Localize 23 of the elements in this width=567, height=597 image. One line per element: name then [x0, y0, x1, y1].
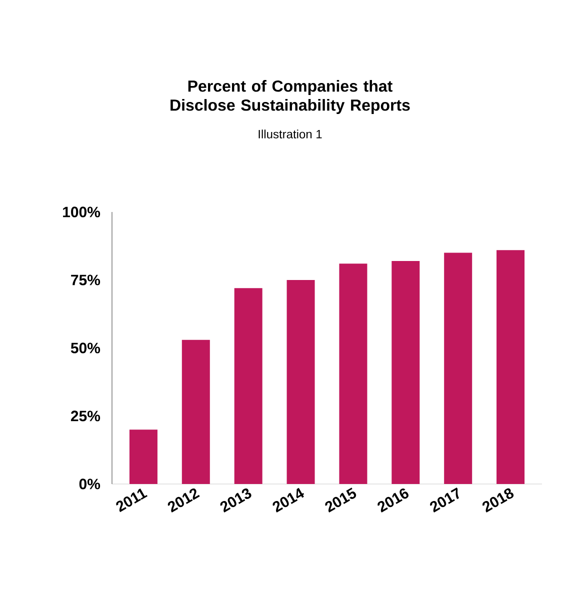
chart-title: Percent of Companies that Disclose Sustainability Reports — [170, 80, 410, 114]
bar — [129, 430, 158, 484]
x-tick-label: 2015 — [325, 488, 356, 513]
bar — [444, 252, 472, 484]
x-tick-label: 2014 — [272, 488, 304, 513]
bar — [339, 264, 368, 484]
x-tick-label: 2018 — [482, 488, 514, 513]
y-tick-label: 100% — [63, 206, 100, 218]
bar — [286, 280, 315, 484]
chart-subtitle: Illustration 1 — [258, 130, 322, 138]
bar — [234, 288, 262, 484]
x-tick-label: 2012 — [168, 488, 200, 513]
x-tick-label: 2017 — [430, 487, 460, 513]
y-tick-label: 0% — [79, 478, 100, 490]
bar — [392, 260, 420, 484]
x-tick-label: 2013 — [220, 488, 252, 513]
y-tick-label: 50% — [70, 342, 100, 354]
x-tick-label: 2016 — [378, 488, 408, 513]
bar — [182, 340, 210, 484]
bar — [496, 250, 525, 484]
y-tick-label: 25% — [70, 410, 100, 422]
y-tick-label: 75% — [71, 274, 100, 286]
x-tick-label: 2011 — [116, 488, 148, 512]
